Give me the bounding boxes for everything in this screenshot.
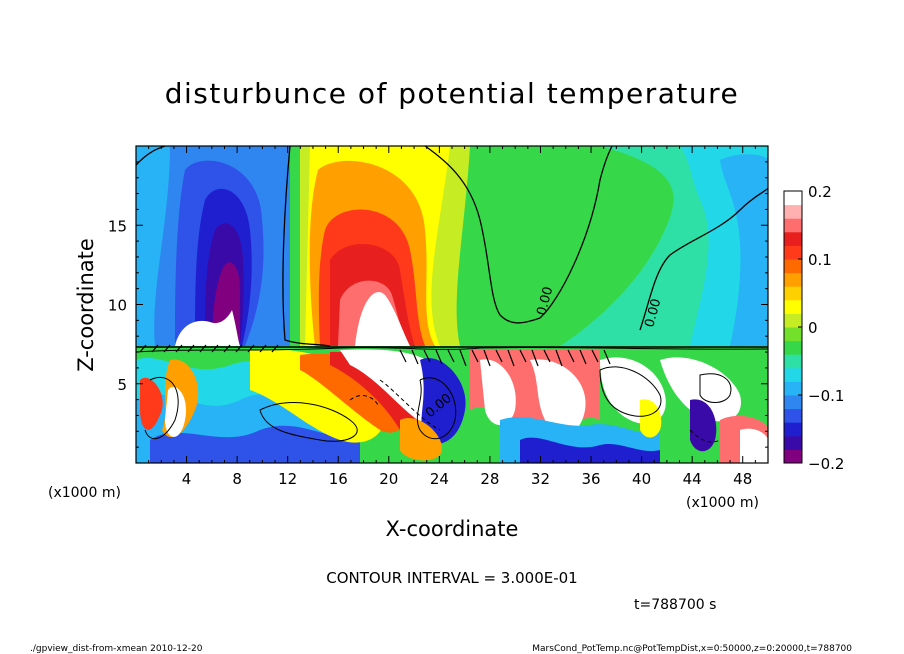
colorbar-tick-label: −0.2	[808, 455, 844, 473]
colorbar-bin	[784, 449, 802, 464]
y-tick-label: 15	[108, 217, 127, 235]
contour-zero-mid	[282, 146, 331, 347]
colorbar-bin	[784, 245, 802, 260]
contour-label: 0.00	[642, 297, 664, 329]
x-tick-label: 12	[278, 470, 297, 488]
x-tick-label: 28	[480, 470, 499, 488]
y-axis-label: Z-coordinate	[74, 238, 98, 372]
chart-title: disturbunce of potential temperature	[165, 77, 740, 110]
contour-interval-text: CONTOUR INTERVAL = 3.000E-01	[326, 569, 577, 587]
y-tick-label: 10	[108, 297, 127, 315]
upper-field	[136, 146, 768, 346]
colorbar-bin	[784, 340, 802, 355]
footer-left: ./gpview_dist-from-xmean 2010-12-20	[30, 644, 203, 654]
x-tick-label: 20	[379, 470, 398, 488]
colorbar-tick-label: −0.1	[808, 387, 844, 405]
colorbar-bin	[784, 395, 802, 410]
x-tick-label: 4	[182, 470, 192, 488]
footer-right: MarsCond_PotTemp.nc@PotTempDist,x=0:5000…	[532, 644, 852, 654]
colorbar-bin	[784, 313, 802, 328]
x-tick-label: 48	[733, 470, 752, 488]
x-tick-label: 24	[430, 470, 449, 488]
contour-zero-right	[424, 146, 613, 324]
colorbar-tick-label: 0.2	[808, 183, 832, 201]
x-unit-right: (x1000 m)	[686, 495, 759, 511]
lower-field	[136, 346, 768, 463]
colorbar	[783, 190, 803, 464]
colorbar-bin	[784, 381, 802, 396]
x-axis: 4 8 12 16 20 24 28 32 36 40 44 48	[135, 146, 769, 488]
x-tick-label: 44	[683, 470, 702, 488]
colorbar-bin	[784, 367, 802, 382]
contour-label: 0.00	[534, 285, 556, 317]
colorbar-bin	[784, 422, 802, 437]
x-tick-label: 32	[531, 470, 550, 488]
x-tick-label: 16	[329, 470, 348, 488]
colorbar-bin	[784, 299, 802, 314]
colorbar-ticks: 0.2 0.1 0 −0.1 −0.2	[798, 183, 844, 473]
field-green-right	[475, 146, 640, 346]
field-lightblue-right	[720, 154, 768, 346]
x-unit-left: (x1000 m)	[48, 485, 121, 501]
x-tick-label: 40	[632, 470, 651, 488]
x-tick-label: 36	[581, 470, 600, 488]
field-white-center	[355, 292, 410, 346]
colorbar-bin	[784, 231, 802, 246]
colorbar-bin	[784, 272, 802, 287]
y-tick-label: 5	[117, 376, 127, 394]
contour-lines	[136, 146, 768, 443]
colorbar-bin	[784, 435, 802, 450]
colorbar-bin	[784, 408, 802, 423]
colorbar-bin	[784, 191, 802, 206]
time-text: t=788700 s	[634, 597, 716, 613]
colorbar-bin	[784, 286, 802, 301]
colorbar-bin	[784, 218, 802, 233]
colorbar-bin	[784, 259, 802, 274]
colorbar-bin	[784, 204, 802, 219]
plot-area: 0.00 0.00 0.00	[136, 146, 768, 463]
colorbar-bin	[784, 354, 802, 369]
contour-zero-far-right	[639, 187, 768, 331]
colorbar-bin	[784, 327, 802, 342]
colorbar-tick-label: 0	[808, 319, 818, 337]
y-axis: 5 10 15	[108, 145, 768, 464]
field-white-left	[175, 310, 240, 346]
x-axis-label: X-coordinate	[386, 517, 519, 541]
colorbar-tick-label: 0.1	[808, 251, 832, 269]
x-tick-label: 8	[232, 470, 242, 488]
